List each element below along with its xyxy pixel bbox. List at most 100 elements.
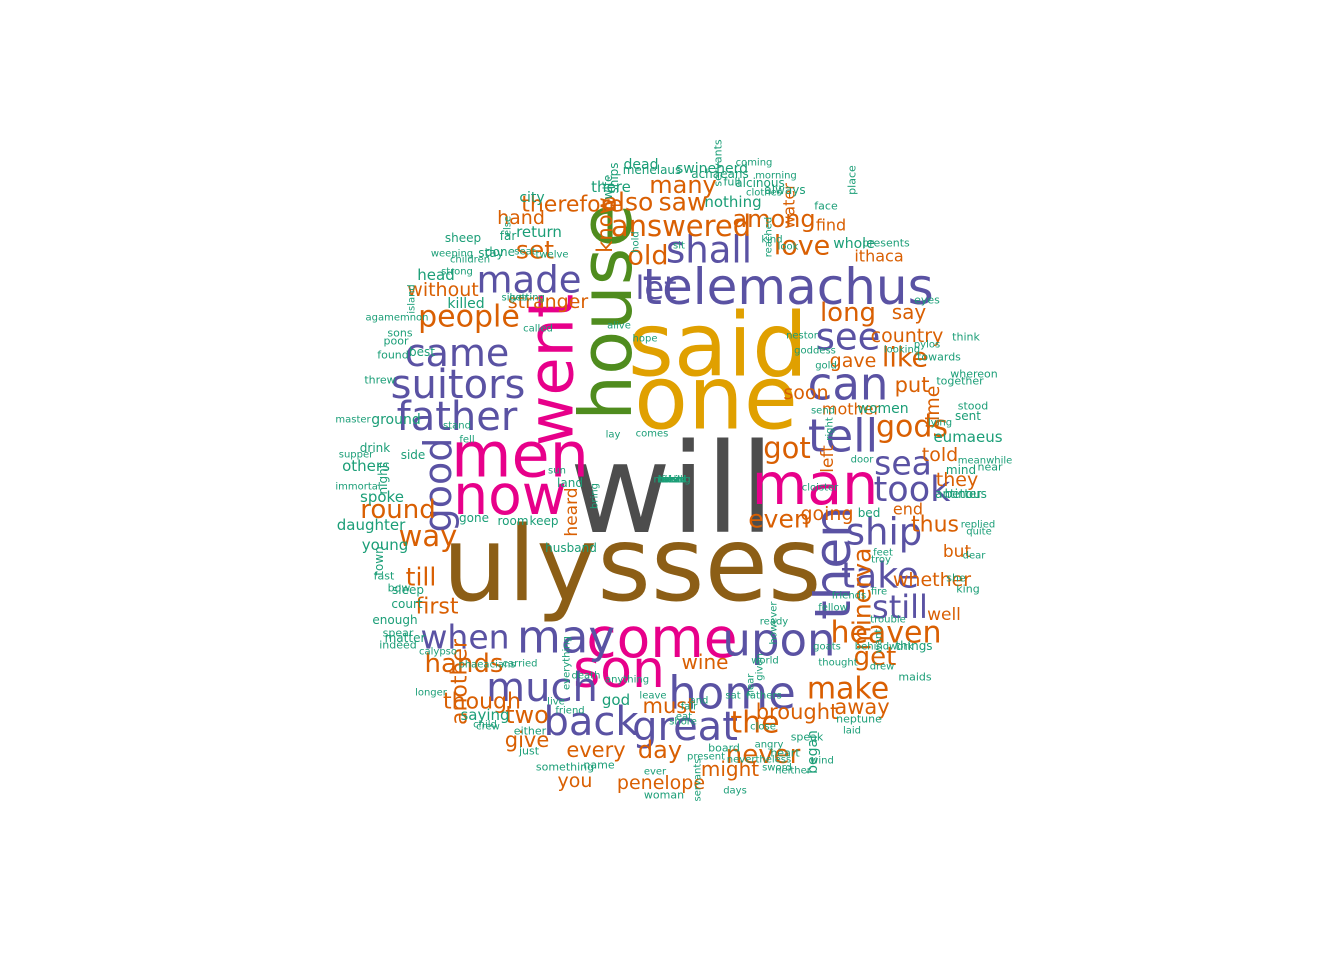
word-see: see	[816, 316, 881, 359]
word-time: time	[922, 386, 944, 429]
word-crew: crew	[476, 722, 500, 733]
word-replied: replied	[961, 520, 995, 531]
word-enough: enough	[372, 613, 417, 627]
word-ready: ready	[760, 617, 789, 628]
word-servants: servants	[693, 759, 704, 802]
word-neither: neither	[775, 766, 812, 777]
word-master: master	[335, 415, 371, 426]
word-sons: sons	[387, 327, 412, 340]
word-set: set	[516, 236, 554, 265]
word-nestor: nestor	[786, 331, 819, 342]
word-daughter: daughter	[337, 516, 406, 534]
word-without: without	[407, 279, 478, 301]
word-given: given	[755, 653, 766, 681]
word-saw: saw	[659, 188, 708, 217]
word-leave: leave	[639, 691, 666, 702]
word-island: island	[407, 284, 418, 314]
word-great: great	[632, 704, 738, 750]
word-getting: getting	[509, 293, 545, 304]
word-present: present	[687, 752, 725, 763]
word-sheep: sheep	[445, 231, 481, 245]
word-heart: heart	[770, 747, 800, 760]
word-mind: mind	[946, 463, 976, 477]
word-told: told	[922, 444, 958, 466]
word-first: first	[416, 595, 459, 620]
word-hand: hand	[497, 207, 545, 229]
word-child: child	[473, 720, 497, 731]
word-antinous: antinous	[935, 487, 987, 501]
word-till: till	[406, 563, 437, 592]
word-drink: drink	[360, 441, 390, 455]
word-shall: shall	[666, 229, 752, 272]
word-ships: ships	[607, 162, 621, 193]
word-just: just	[518, 745, 540, 758]
word-ithaca: ithaca	[854, 247, 903, 266]
word-and: and	[690, 696, 709, 707]
word-soon: soon	[783, 382, 828, 404]
word-behindwork: behindwork	[855, 642, 914, 653]
word-far: far	[500, 229, 517, 243]
word-live: live	[547, 697, 565, 708]
word-heaven: heaven	[830, 616, 941, 651]
word-the: the	[730, 706, 779, 741]
word-angry: angry	[755, 740, 784, 751]
word-stranger: stranger	[508, 291, 589, 313]
word-dead: dead	[624, 157, 659, 173]
word-place: place	[846, 165, 859, 195]
word-right: right	[825, 417, 836, 441]
word-young: young	[362, 536, 409, 554]
word-one: one	[634, 347, 798, 450]
word-board: board	[708, 742, 740, 755]
word-alive: alive	[607, 321, 631, 332]
word-seat: seat	[514, 247, 535, 258]
word-found: found	[377, 349, 409, 362]
word-take: take	[841, 556, 919, 597]
word-thus: thus	[911, 513, 959, 538]
word-say: say	[892, 300, 927, 324]
word-can: can	[808, 358, 889, 411]
word-called: called	[523, 324, 553, 335]
word-meanwhile: meanwhile	[958, 456, 1013, 467]
word-drew: drew	[870, 662, 895, 673]
word-began: began	[805, 730, 821, 774]
word-matter: matter	[385, 631, 426, 645]
word-agamemnon: agamemnon	[365, 313, 428, 324]
word-women: women	[857, 401, 908, 417]
word-carried: carried	[503, 659, 538, 670]
word-bread: bread	[658, 475, 687, 486]
word-thought: thought	[818, 658, 857, 669]
word-name: name	[583, 759, 614, 772]
word-close: close	[750, 722, 776, 733]
word-you: you	[558, 770, 593, 792]
word-saying: saying	[460, 706, 509, 724]
word-neptune: neptune	[836, 713, 882, 726]
word-but: but	[943, 542, 972, 562]
word-home: home	[668, 667, 796, 720]
word-well: well	[927, 605, 961, 625]
word-others: others	[342, 457, 390, 475]
word-might: might	[701, 757, 759, 781]
word-ship: ship	[846, 511, 923, 554]
word-nothing: nothing	[704, 193, 761, 211]
word-water: water	[780, 183, 799, 229]
word-minerva: minerva	[848, 548, 877, 651]
word-field: field	[661, 475, 683, 486]
word-twelve: twelve	[535, 250, 568, 261]
word-think: think	[952, 331, 980, 344]
word-coming: coming	[736, 158, 773, 169]
word-husband: husband	[545, 541, 597, 555]
word-tears: tears	[659, 475, 685, 486]
word-poor: poor	[384, 335, 409, 348]
word-return: return	[516, 223, 562, 241]
word-done: done	[485, 245, 515, 259]
word-sword: sword	[762, 763, 792, 774]
word-took: took	[874, 470, 952, 510]
word-room: room	[497, 514, 528, 528]
word-answered: answered	[611, 209, 751, 243]
word-king: king	[956, 583, 979, 596]
word-making: making	[653, 475, 690, 486]
word-spoke: spoke	[360, 488, 404, 506]
word-spear: spear	[383, 627, 414, 640]
word-end: end	[893, 500, 923, 519]
word-something: something	[536, 761, 594, 774]
